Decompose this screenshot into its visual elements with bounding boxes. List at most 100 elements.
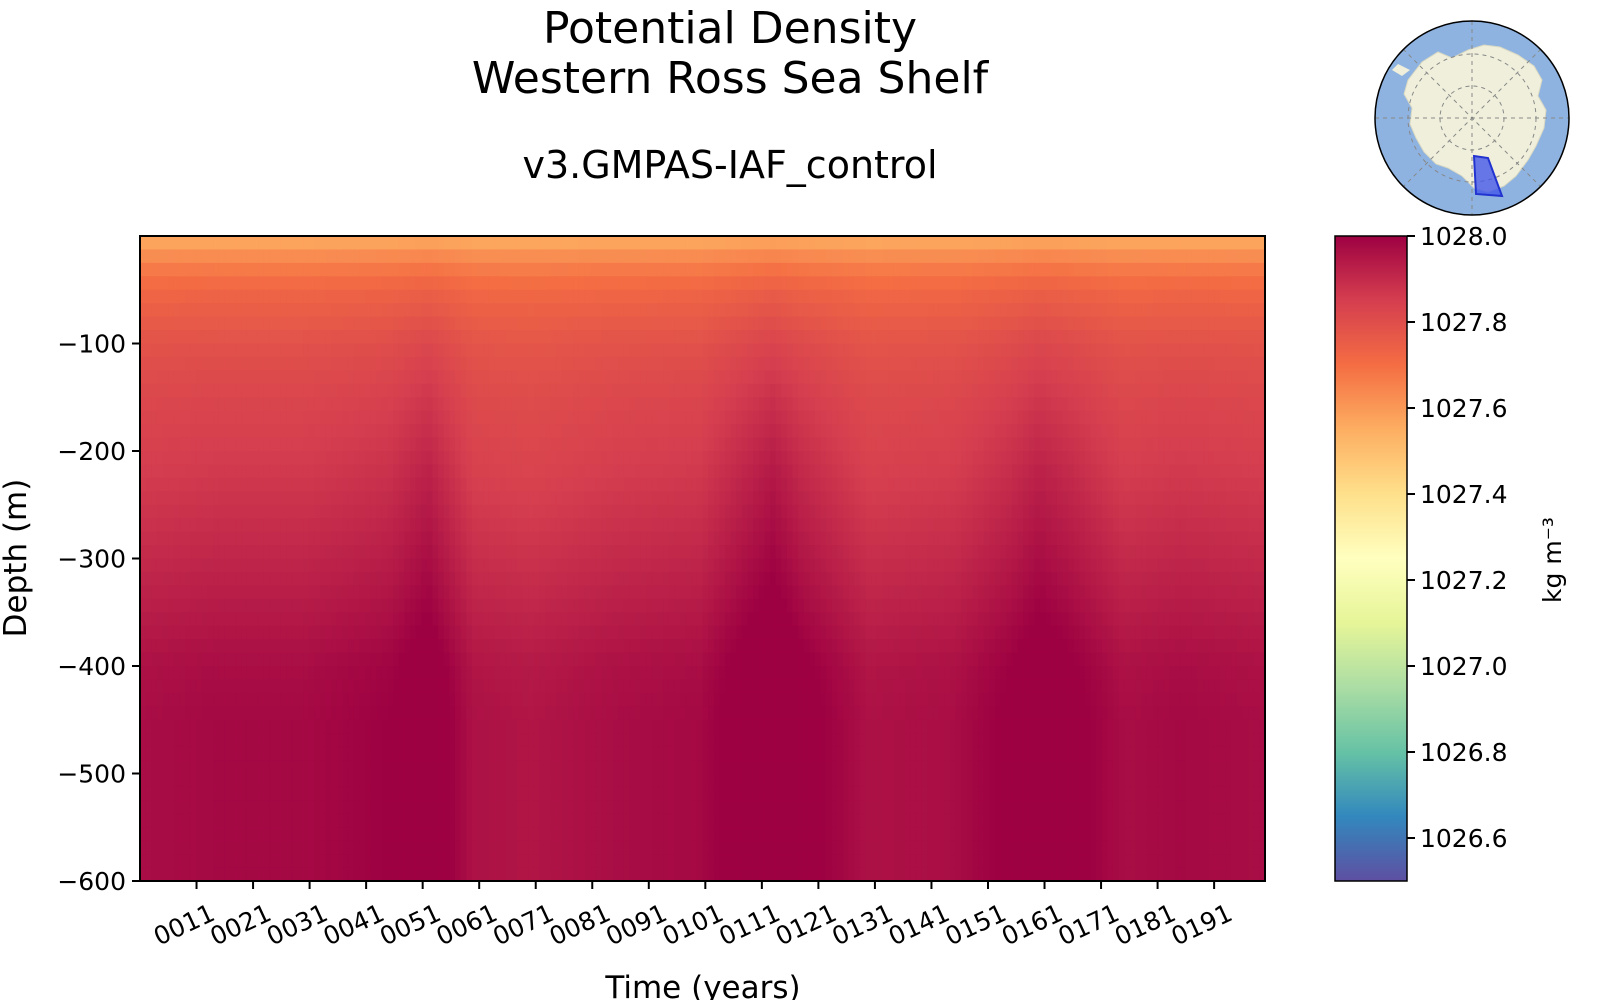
heatmap-cell <box>314 276 321 291</box>
heatmap-cell <box>550 679 557 694</box>
heatmap-cell <box>500 504 507 519</box>
heatmap-cell <box>286 598 293 613</box>
heatmap-cell <box>246 625 254 640</box>
heatmap-cell <box>635 316 642 331</box>
heatmap-cell <box>342 625 349 640</box>
heatmap-cell <box>426 343 434 358</box>
heatmap-cell <box>331 424 338 439</box>
heatmap-cell <box>280 504 287 519</box>
heatmap-cell <box>584 760 591 775</box>
heatmap-cell <box>685 719 692 734</box>
heatmap-cell <box>601 343 608 358</box>
heatmap-cell <box>246 262 254 277</box>
heatmap-cell <box>224 316 231 331</box>
heatmap-cell <box>196 867 203 882</box>
heatmap-cell <box>381 262 389 277</box>
heatmap-cell <box>303 652 310 667</box>
heatmap-cell <box>691 746 698 761</box>
heatmap-cell <box>173 612 180 627</box>
heatmap-cell <box>646 262 653 277</box>
heatmap-cell <box>477 625 484 640</box>
heatmap-cell <box>207 854 214 869</box>
heatmap-cell <box>713 397 720 412</box>
heatmap-cell <box>398 760 405 775</box>
heatmap-cell <box>145 356 152 371</box>
heatmap-cell <box>528 236 535 251</box>
heatmap-cell <box>443 356 450 371</box>
heatmap-cell <box>410 276 417 291</box>
heatmap-cell <box>668 383 675 398</box>
heatmap-cell <box>466 464 473 479</box>
heatmap-cell <box>381 840 389 855</box>
heatmap-cell <box>387 585 394 600</box>
heatmap-cell <box>651 518 659 533</box>
heatmap-cell <box>483 410 490 425</box>
heatmap-cell <box>314 504 321 519</box>
heatmap-cell <box>522 692 529 707</box>
heatmap-cell <box>443 719 450 734</box>
heatmap-cell <box>449 249 456 264</box>
heatmap-cell <box>556 652 563 667</box>
heatmap-cell <box>500 585 507 600</box>
heatmap-cell <box>584 531 591 546</box>
heatmap-cell <box>488 840 495 855</box>
heatmap-cell <box>179 733 186 748</box>
heatmap-cell <box>241 558 248 573</box>
heatmap-cell <box>460 840 467 855</box>
heatmap-cell <box>668 692 675 707</box>
heatmap-cell <box>291 289 299 304</box>
heatmap-cell <box>179 666 186 681</box>
heatmap-cell <box>291 504 299 519</box>
heatmap-cell <box>449 343 456 358</box>
heatmap-cell <box>471 719 479 734</box>
heatmap-cell <box>353 800 360 815</box>
heatmap-cell <box>443 598 450 613</box>
heatmap-cell <box>410 854 417 869</box>
heatmap-cell <box>483 773 490 788</box>
heatmap-cell <box>140 625 147 640</box>
heatmap-cell <box>218 303 225 318</box>
heatmap-cell <box>426 760 434 775</box>
heatmap-cell <box>483 236 490 251</box>
heatmap-cell <box>561 719 569 734</box>
heatmap-cell <box>578 598 585 613</box>
heatmap-cell <box>286 437 293 452</box>
heatmap-cell <box>483 666 490 681</box>
heatmap-cell <box>286 813 293 828</box>
heatmap-cell <box>190 666 197 681</box>
heatmap-cell <box>275 356 282 371</box>
heatmap-cell <box>550 276 557 291</box>
heatmap-cell <box>190 652 197 667</box>
heatmap-cell <box>280 679 287 694</box>
heatmap-cell <box>494 531 501 546</box>
heatmap-cell <box>629 813 636 828</box>
heatmap-cell <box>696 330 704 345</box>
heatmap-cell <box>680 558 687 573</box>
heatmap-cell <box>466 813 473 828</box>
heatmap-cell <box>151 679 158 694</box>
heatmap-cell <box>393 477 400 492</box>
heatmap-cell <box>426 598 434 613</box>
heatmap-cell <box>696 786 704 801</box>
heatmap-cell <box>331 612 338 627</box>
heatmap-cell <box>331 840 338 855</box>
heatmap-cell <box>539 262 546 277</box>
heatmap-cell <box>590 303 597 318</box>
heatmap-cell <box>477 800 484 815</box>
heatmap-cell <box>443 666 450 681</box>
heatmap-cell <box>606 639 614 654</box>
heatmap-cell <box>190 545 197 560</box>
heatmap-cell <box>601 639 608 654</box>
heatmap-cell <box>713 464 720 479</box>
heatmap-cell <box>612 477 619 492</box>
heatmap-cell <box>348 786 355 801</box>
heatmap-cell <box>528 370 535 385</box>
heatmap-cell <box>196 854 203 869</box>
heatmap-cell <box>426 289 434 304</box>
heatmap-cell <box>201 518 209 533</box>
heatmap-cell <box>342 289 349 304</box>
heatmap-cell <box>500 249 507 264</box>
heatmap-cell <box>685 639 692 654</box>
heatmap-cell <box>415 343 422 358</box>
heatmap-cell <box>533 760 540 775</box>
